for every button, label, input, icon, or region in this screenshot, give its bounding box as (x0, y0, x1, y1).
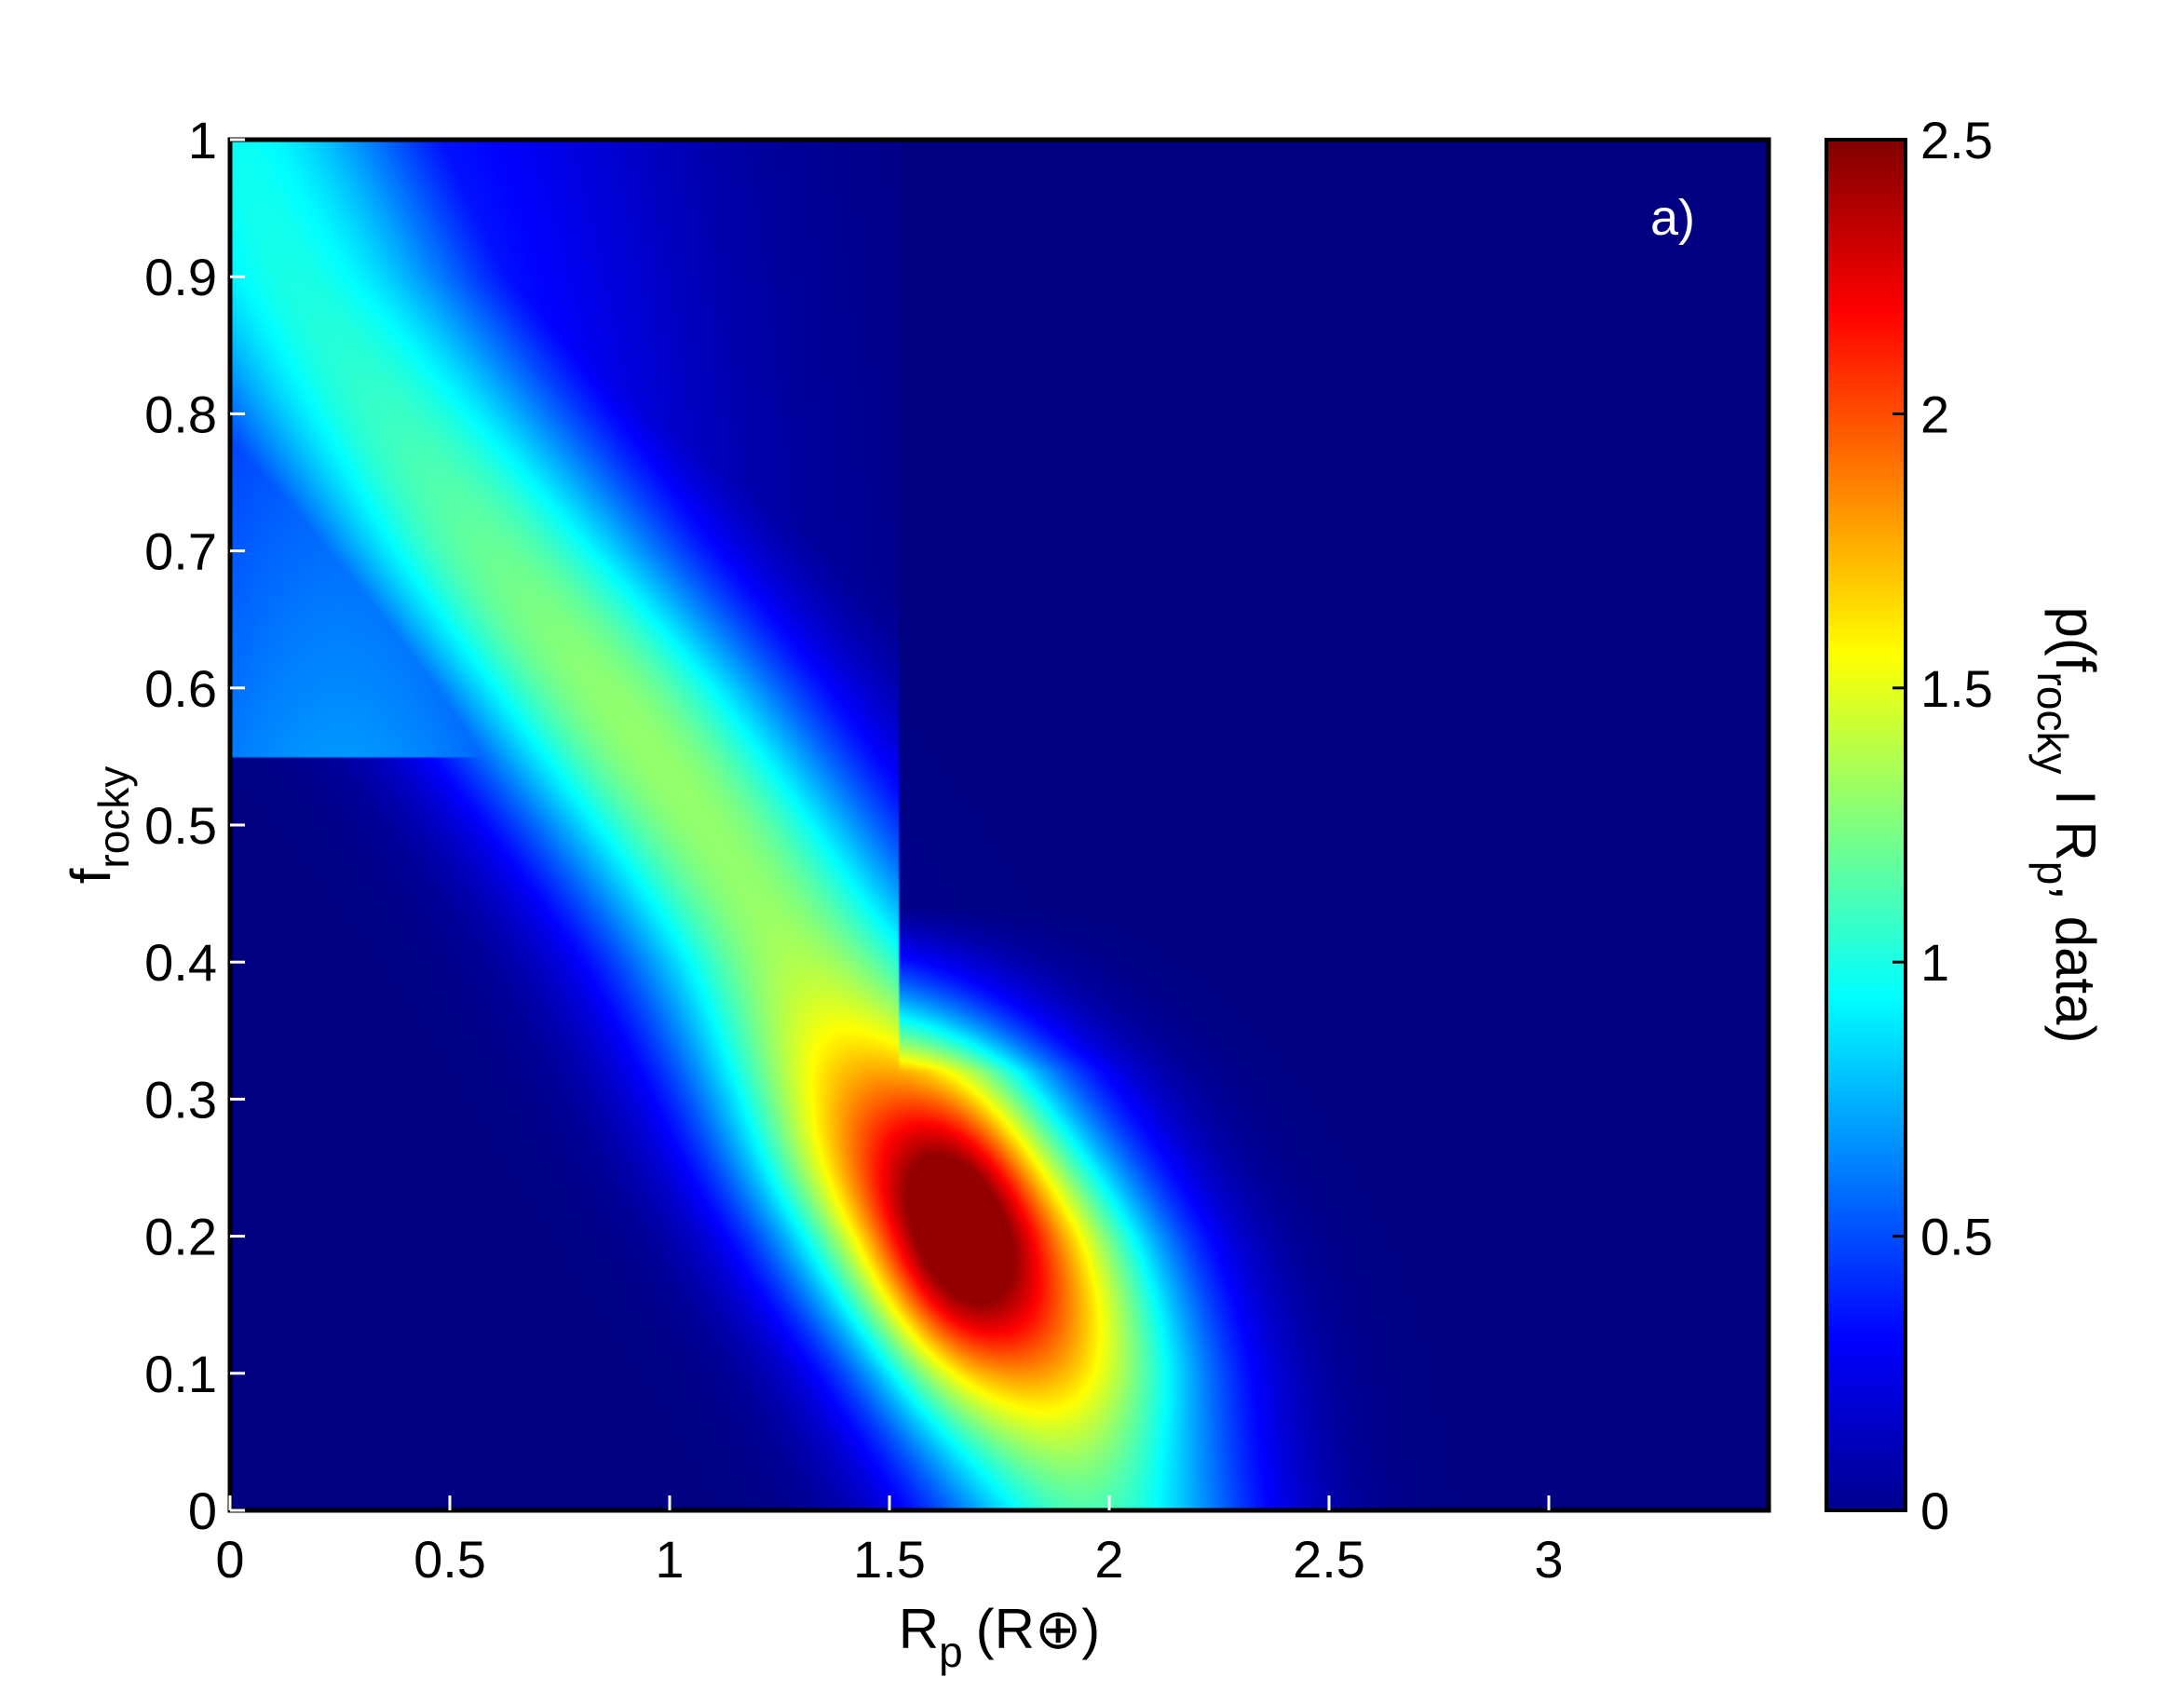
colorbar-tick-label: 2 (1920, 385, 1949, 443)
x-tick-label: 2 (1094, 1530, 1123, 1589)
x-tick-label: 1.5 (853, 1530, 926, 1589)
y-tick-label: 0.1 (144, 1345, 217, 1403)
colorbar (1825, 138, 1907, 1512)
colorbar-tick-label: 0 (1920, 1481, 1949, 1540)
y-axis-ticks: 0 0.1 0.2 0.3 0.4 0.5 0.6 0.7 0.8 0.9 1 (144, 111, 245, 1540)
y-tick-label: 0.4 (144, 933, 217, 992)
y-tick-label: 0.3 (144, 1070, 217, 1129)
x-tick-label: 0 (215, 1530, 244, 1589)
y-tick-label: 0.9 (144, 248, 217, 306)
x-tick-label: 1 (655, 1530, 684, 1589)
colorbar-label: p(frocky I Rp, data) (2028, 607, 2107, 1044)
colorbar-ticks: 0 0.5 1 1.5 2 2.5 (1892, 111, 1993, 1540)
colorbar-tick-label: 1 (1920, 933, 1949, 992)
y-tick-label: 0.2 (144, 1208, 217, 1266)
y-tick-label: 1 (188, 111, 217, 169)
colorbar-tick-label: 1.5 (1920, 659, 1993, 718)
y-tick-label: 0 (188, 1481, 217, 1540)
x-axis-ticks: 0 0.5 1 1.5 2 2.5 3 (215, 1495, 1564, 1589)
x-axis-label: Rp (R⊕) (899, 1598, 1101, 1676)
panel-label: a) (1650, 190, 1695, 246)
x-tick-label: 2.5 (1293, 1530, 1365, 1589)
y-tick-label: 0.6 (144, 659, 217, 718)
x-tick-label: 0.5 (414, 1530, 486, 1589)
x-tick-label: 3 (1534, 1530, 1563, 1589)
colorbar-tick-label: 2.5 (1920, 111, 1993, 169)
y-tick-label: 0.5 (144, 796, 217, 855)
y-axis-label: frocky (60, 766, 138, 885)
y-tick-label: 0.7 (144, 522, 217, 581)
heatmap-raster (230, 140, 1769, 1510)
colorbar-tick-label: 0.5 (1920, 1208, 1993, 1266)
y-tick-label: 0.8 (144, 385, 217, 443)
